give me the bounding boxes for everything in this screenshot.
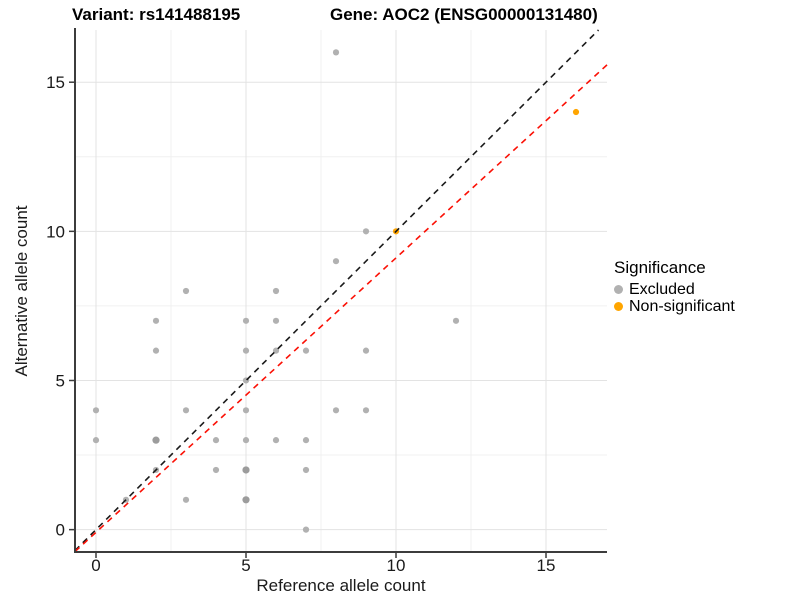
data-point-excluded bbox=[242, 407, 250, 414]
x-tick-label: 15 bbox=[537, 556, 556, 575]
data-point-excluded bbox=[152, 317, 160, 324]
y-tick-label: 5 bbox=[56, 371, 65, 390]
data-point-excluded bbox=[92, 437, 100, 444]
y-tick-label: 15 bbox=[46, 73, 65, 92]
data-point-excluded bbox=[332, 258, 340, 265]
data-point-excluded bbox=[362, 347, 370, 354]
y-axis-title: Alternative allele count bbox=[12, 205, 31, 377]
data-point-excluded bbox=[152, 347, 160, 354]
gene-title: Gene: AOC2 (ENSG00000131480) bbox=[330, 5, 598, 24]
data-point-excluded bbox=[242, 466, 250, 474]
data-point-excluded bbox=[362, 407, 370, 414]
data-point-excluded bbox=[152, 436, 160, 444]
data-point-excluded bbox=[272, 437, 280, 444]
legend-title: Significance bbox=[614, 258, 706, 277]
data-point-excluded bbox=[452, 317, 460, 324]
legend: Significance Excluded Non-significant bbox=[614, 258, 735, 315]
trend-line bbox=[74, 64, 608, 553]
data-point-excluded bbox=[212, 437, 220, 444]
legend-item-excluded-label: Excluded bbox=[629, 280, 695, 298]
data-point-excluded bbox=[212, 466, 220, 474]
data-point-non-significant bbox=[572, 108, 580, 116]
y-tick-label: 10 bbox=[46, 222, 65, 241]
legend-item-excluded: Excluded bbox=[614, 281, 735, 298]
data-point-excluded bbox=[92, 407, 100, 414]
data-point-excluded bbox=[272, 287, 280, 295]
data-point-excluded bbox=[362, 228, 370, 235]
data-point-excluded bbox=[302, 437, 310, 444]
variant-title: Variant: rs141488195 bbox=[72, 5, 241, 24]
data-point-excluded bbox=[242, 437, 250, 444]
data-point-excluded bbox=[242, 496, 250, 504]
data-point-excluded bbox=[332, 407, 340, 414]
excluded-dot-icon bbox=[614, 285, 623, 294]
x-tick-label: 0 bbox=[91, 556, 100, 575]
data-point-excluded bbox=[302, 347, 310, 354]
data-point-excluded bbox=[182, 407, 190, 414]
data-point-excluded bbox=[272, 347, 280, 354]
data-point-excluded bbox=[332, 49, 340, 56]
x-axis-title: Reference allele count bbox=[256, 576, 426, 595]
x-tick-label: 5 bbox=[241, 556, 250, 575]
data-point-excluded bbox=[272, 317, 280, 324]
legend-item-non-significant: Non-significant bbox=[614, 298, 735, 315]
data-point-excluded bbox=[242, 317, 250, 324]
data-point-excluded bbox=[302, 466, 310, 474]
data-point-excluded bbox=[302, 526, 310, 533]
data-point-excluded bbox=[182, 496, 190, 503]
data-point-excluded bbox=[242, 347, 250, 354]
y-tick-label: 0 bbox=[56, 521, 65, 540]
data-point-excluded bbox=[182, 287, 190, 295]
identity-line bbox=[74, 29, 600, 552]
x-tick-label: 10 bbox=[387, 556, 406, 575]
non-significant-dot-icon bbox=[614, 302, 623, 311]
legend-item-non-significant-label: Non-significant bbox=[629, 297, 735, 315]
